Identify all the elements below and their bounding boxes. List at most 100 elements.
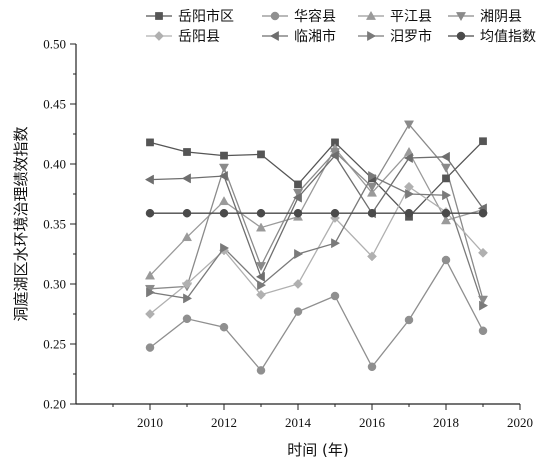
data-point bbox=[331, 238, 341, 249]
series-line-6 bbox=[149, 154, 484, 279]
data-point bbox=[182, 314, 192, 324]
data-point bbox=[294, 248, 304, 260]
legend-item: 均值指数 bbox=[448, 29, 536, 45]
legend-label: 平江县 bbox=[390, 9, 432, 25]
plot-markers bbox=[144, 120, 489, 375]
x-tick-label: 2012 bbox=[211, 415, 237, 430]
data-point bbox=[145, 309, 155, 319]
data-point bbox=[367, 362, 377, 372]
data-point bbox=[403, 152, 413, 164]
data-point bbox=[219, 322, 229, 332]
data-point bbox=[367, 208, 377, 218]
data-point bbox=[405, 188, 415, 200]
data-point bbox=[330, 291, 340, 301]
data-point bbox=[478, 247, 488, 258]
x-tick-label: 2010 bbox=[137, 415, 163, 430]
data-point bbox=[366, 182, 378, 192]
legend-marker bbox=[456, 31, 466, 41]
series-line-3 bbox=[149, 147, 484, 277]
data-point bbox=[404, 208, 414, 218]
legend-marker bbox=[270, 11, 280, 21]
data-point bbox=[292, 188, 304, 198]
y-tick-label: 0.20 bbox=[43, 397, 66, 412]
legend-marker bbox=[365, 10, 377, 20]
data-point bbox=[218, 196, 230, 206]
data-point bbox=[218, 163, 230, 173]
data-point bbox=[329, 150, 339, 161]
data-point bbox=[293, 208, 303, 218]
legend-marker bbox=[269, 30, 279, 42]
data-point bbox=[220, 151, 228, 160]
data-point bbox=[144, 174, 154, 185]
data-point bbox=[440, 163, 452, 173]
data-point bbox=[181, 232, 193, 242]
data-point bbox=[440, 151, 450, 162]
x-tick-label: 2014 bbox=[285, 415, 312, 430]
data-point bbox=[441, 255, 451, 265]
legend-label: 岳阳市区 bbox=[178, 8, 234, 25]
data-point bbox=[441, 208, 451, 218]
series-line-7 bbox=[149, 175, 484, 306]
data-point bbox=[182, 208, 192, 218]
data-point bbox=[255, 271, 265, 282]
data-point bbox=[183, 293, 193, 304]
data-point bbox=[442, 190, 452, 201]
data-point bbox=[255, 262, 267, 272]
y-tick-label: 0.45 bbox=[43, 97, 66, 112]
data-point bbox=[478, 326, 488, 336]
data-point bbox=[255, 222, 267, 232]
data-point bbox=[477, 295, 489, 305]
legend-label: 岳阳县 bbox=[178, 29, 220, 45]
y-tick-label: 0.40 bbox=[43, 157, 66, 172]
y-tick-label: 0.50 bbox=[43, 37, 66, 52]
legend-marker bbox=[367, 30, 377, 42]
data-point bbox=[256, 366, 266, 375]
legend-label: 华容县 bbox=[294, 8, 336, 25]
y-tick-label: 0.30 bbox=[43, 277, 66, 292]
legend-item: 临湘市 bbox=[262, 28, 336, 45]
legend-item: 平江县 bbox=[358, 9, 432, 25]
data-point bbox=[293, 307, 303, 316]
x-axis-title: 时间 (年) bbox=[287, 441, 348, 459]
data-point bbox=[218, 170, 228, 182]
legend-marker bbox=[154, 31, 164, 41]
data-point bbox=[367, 251, 377, 262]
data-point bbox=[146, 138, 154, 147]
data-point bbox=[368, 170, 378, 182]
legend-item: 汨罗市 bbox=[358, 28, 432, 45]
data-point bbox=[182, 279, 192, 289]
legend-marker bbox=[155, 12, 163, 20]
data-point bbox=[478, 208, 488, 218]
series-line-5 bbox=[149, 185, 484, 315]
series-line-1 bbox=[149, 140, 484, 218]
data-point bbox=[144, 270, 156, 280]
data-point bbox=[403, 120, 415, 130]
legend-marker bbox=[455, 12, 467, 22]
legend-label: 均值指数 bbox=[480, 29, 536, 45]
data-point bbox=[440, 215, 452, 225]
data-point bbox=[145, 208, 155, 218]
legend-item: 华容县 bbox=[262, 8, 336, 25]
data-point bbox=[292, 192, 302, 203]
data-point bbox=[404, 315, 414, 325]
legend-label: 汨罗市 bbox=[390, 28, 432, 45]
data-point bbox=[257, 150, 265, 159]
data-point bbox=[330, 208, 340, 218]
data-point bbox=[293, 279, 303, 289]
x-tick-label: 2020 bbox=[507, 415, 533, 430]
series-line-2 bbox=[149, 258, 484, 372]
data-point bbox=[479, 137, 487, 146]
data-point bbox=[366, 187, 378, 197]
legend-item: 湘阴县 bbox=[448, 9, 522, 25]
y-axis-title: 洞庭湖区水环境治理绩效指数 bbox=[12, 126, 30, 321]
x-tick-label: 2016 bbox=[359, 415, 386, 430]
data-point bbox=[146, 287, 156, 298]
data-point bbox=[181, 173, 191, 184]
data-point bbox=[256, 289, 266, 300]
data-point bbox=[294, 180, 302, 189]
legend-item: 岳阳县 bbox=[146, 29, 220, 45]
y-tick-label: 0.25 bbox=[43, 337, 66, 352]
x-tick-label: 2018 bbox=[433, 415, 459, 430]
